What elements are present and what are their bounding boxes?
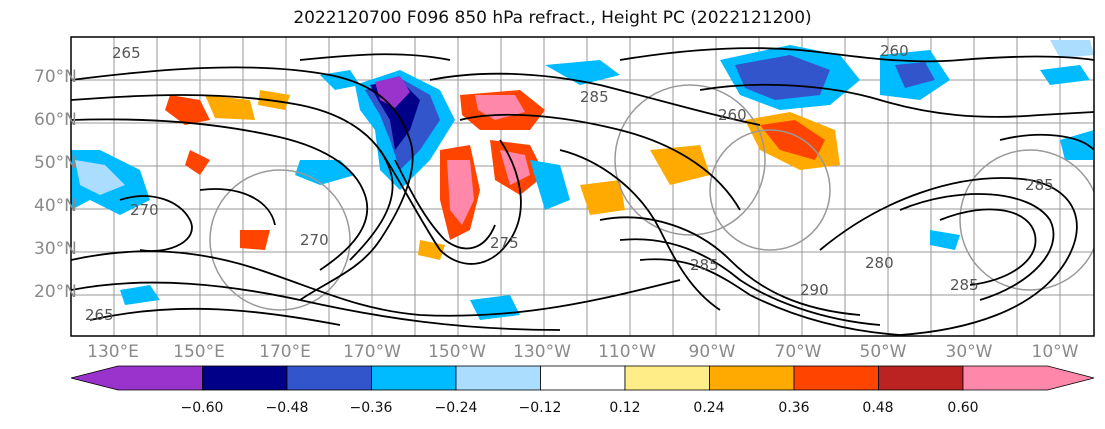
contour-label: 280 — [865, 254, 894, 272]
colorbar-swatch — [962, 365, 1095, 391]
contour-label: 285 — [690, 256, 719, 274]
lon-label: 170°W — [343, 342, 401, 362]
contour-label: 285 — [1025, 176, 1054, 194]
colorbar-tick-label: −0.24 — [434, 400, 478, 416]
map-field: 265 285 260 285 275 270 285 280 290 285 … — [71, 37, 1094, 336]
colorbar — [70, 365, 1095, 391]
colorbar-swatch — [371, 365, 457, 391]
height-contours — [71, 47, 1094, 336]
lon-label: 130°E — [87, 342, 139, 362]
colorbar-tick-label: 0.12 — [609, 400, 641, 416]
contour-label: 260 — [880, 42, 909, 60]
lon-label: 70°W — [774, 342, 822, 362]
colorbar-swatch — [70, 365, 203, 391]
lat-label: 30°N — [34, 239, 77, 259]
colorbar-tick-label: −0.60 — [180, 400, 224, 416]
colorbar-tick-label: −0.48 — [265, 400, 309, 416]
lon-label: 130°W — [513, 342, 571, 362]
contour-label: 270 — [130, 201, 159, 219]
colorbar-tick-label: −0.12 — [518, 400, 562, 416]
contour-label: 290 — [800, 281, 829, 299]
contour-label: 285 — [580, 88, 609, 106]
lat-label: 20°N — [34, 282, 77, 302]
contour-label: 265 — [85, 306, 114, 324]
lat-lon-grid — [71, 37, 1094, 336]
colorbar-swatch — [793, 365, 879, 391]
lon-label: 30°W — [945, 342, 993, 362]
lon-label: 90°W — [688, 342, 736, 362]
colorbar-swatch — [878, 365, 964, 391]
contour-label: 265 — [112, 44, 141, 62]
contour-label: 260 — [718, 106, 747, 124]
map-frame — [70, 36, 1095, 337]
colorbar-tick-label: 0.36 — [778, 400, 810, 416]
colorbar-swatch — [455, 365, 541, 391]
lat-label: 50°N — [34, 153, 77, 173]
map-title: 2022120700 F096 850 hPa refract., Height… — [293, 8, 812, 28]
contour-label: 270 — [300, 231, 329, 249]
lon-label: 50°W — [859, 342, 907, 362]
lon-label: 150°E — [173, 342, 225, 362]
colorbar-swatch — [286, 365, 372, 391]
colorbar-swatch — [709, 365, 795, 391]
colorbar-tick-label: 0.48 — [862, 400, 894, 416]
lon-label: 150°W — [428, 342, 486, 362]
colorbar-tick-label: 0.24 — [693, 400, 725, 416]
contour-label: 275 — [490, 234, 519, 252]
contour-label: 285 — [950, 276, 979, 294]
guide-circles — [209, 84, 1094, 311]
colorbar-tick-label: 0.60 — [947, 400, 979, 416]
lon-label: 10°W — [1031, 342, 1079, 362]
lat-label: 60°N — [34, 110, 77, 130]
colorbar-tick-label: −0.36 — [349, 400, 393, 416]
lon-label: 170°E — [259, 342, 311, 362]
colorbar-swatch — [624, 365, 710, 391]
contour-label-group: 265 285 260 285 275 270 285 280 290 285 … — [85, 42, 1054, 324]
colorbar-swatch — [202, 365, 288, 391]
lat-label: 70°N — [34, 67, 77, 87]
lon-label: 110°W — [598, 342, 656, 362]
lat-label: 40°N — [34, 196, 77, 216]
colorbar-swatch — [540, 365, 626, 391]
